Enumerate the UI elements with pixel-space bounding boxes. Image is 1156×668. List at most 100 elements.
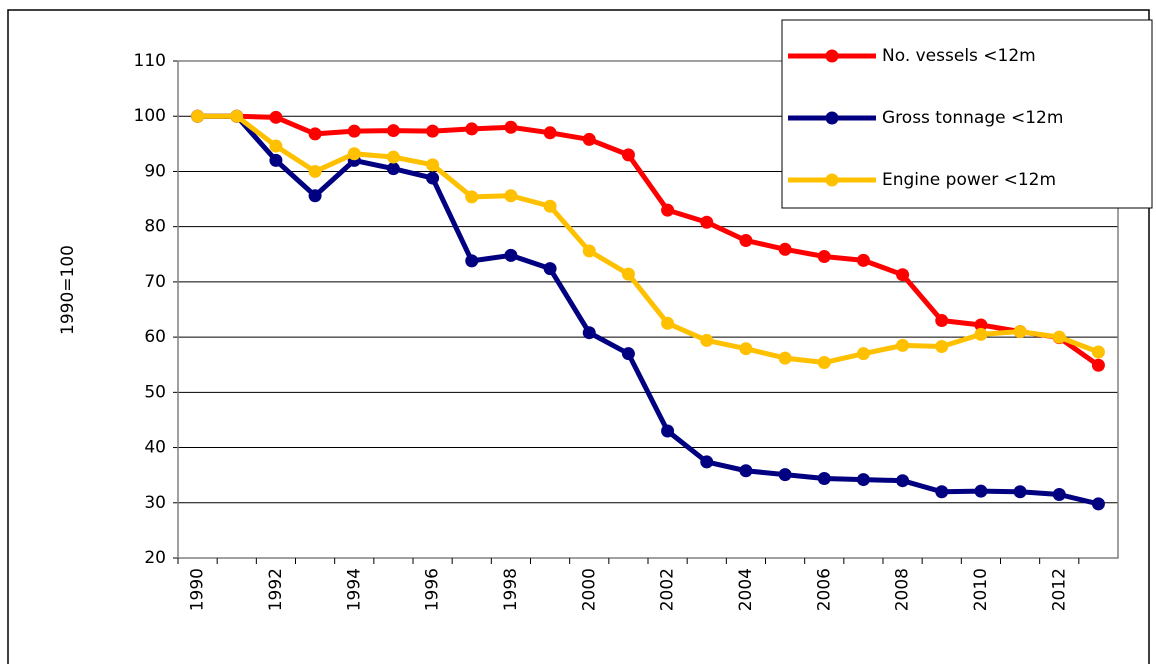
- data-point: [856, 253, 870, 267]
- legend-label: Gross tonnage <12m: [882, 108, 1063, 128]
- data-point: [465, 254, 479, 268]
- data-point: [308, 164, 322, 178]
- data-point: [935, 339, 949, 353]
- data-point: [1013, 325, 1027, 339]
- x-tick-label: 1992: [266, 568, 286, 611]
- data-point: [426, 124, 440, 138]
- y-tick-label: 50: [144, 382, 166, 402]
- data-point: [856, 473, 870, 487]
- data-point: [543, 126, 557, 140]
- data-point: [661, 203, 675, 217]
- y-axis-label: 1990=100: [58, 245, 78, 335]
- data-point: [582, 244, 596, 258]
- x-tick-label: 2004: [736, 568, 756, 611]
- y-tick-label: 40: [144, 438, 166, 458]
- data-point: [817, 471, 831, 485]
- data-point: [935, 485, 949, 499]
- data-point: [504, 189, 518, 203]
- data-point: [856, 347, 870, 361]
- data-point: [935, 314, 949, 328]
- data-point: [739, 233, 753, 247]
- data-point: [621, 347, 635, 361]
- data-point: [621, 267, 635, 281]
- y-tick-label: 110: [134, 51, 166, 71]
- data-point: [269, 110, 283, 124]
- x-tick-label: 1996: [423, 568, 443, 611]
- data-point: [778, 351, 792, 365]
- series-line: [197, 113, 1100, 368]
- data-point: [700, 215, 714, 229]
- data-point: [896, 338, 910, 352]
- x-tick-label: 2002: [658, 568, 678, 611]
- data-point: [974, 318, 988, 332]
- x-tick-label: 2006: [814, 568, 834, 611]
- x-tick-label: 2000: [579, 568, 599, 611]
- data-point: [230, 109, 244, 123]
- y-tick-label: 80: [144, 217, 166, 237]
- data-point: [896, 268, 910, 282]
- data-point: [347, 124, 361, 138]
- y-tick-label: 90: [144, 161, 166, 181]
- data-point: [386, 162, 400, 176]
- data-point: [1052, 330, 1066, 344]
- data-point: [1013, 485, 1027, 499]
- x-tick-label: 1998: [501, 568, 521, 611]
- legend-label: No. vessels <12m: [882, 46, 1036, 66]
- y-tick-label: 70: [144, 272, 166, 292]
- data-point: [700, 455, 714, 469]
- y-tick-label: 60: [144, 327, 166, 347]
- data-point: [739, 342, 753, 356]
- data-point: [386, 150, 400, 164]
- data-point: [896, 474, 910, 488]
- data-point: [778, 468, 792, 482]
- data-point: [308, 127, 322, 141]
- data-point: [269, 139, 283, 153]
- data-point: [543, 199, 557, 213]
- x-tick-label: 1990: [188, 568, 208, 611]
- data-point: [1091, 358, 1105, 372]
- y-tick-label: 100: [134, 106, 166, 126]
- data-point: [739, 464, 753, 478]
- data-point: [426, 158, 440, 172]
- data-point: [191, 109, 205, 123]
- y-tick-label: 30: [144, 493, 166, 513]
- data-point: [543, 262, 557, 276]
- x-tick-label: 1994: [344, 568, 364, 611]
- data-point: [817, 249, 831, 263]
- data-point: [426, 171, 440, 185]
- data-point: [465, 122, 479, 136]
- data-point: [700, 333, 714, 347]
- data-point: [582, 132, 596, 146]
- data-point: [661, 316, 675, 330]
- legend-label: Engine power <12m: [882, 170, 1056, 190]
- frame: [7, 9, 1150, 668]
- data-point: [308, 189, 322, 203]
- data-point: [1091, 345, 1105, 359]
- data-point: [661, 424, 675, 438]
- series-line: [197, 113, 1100, 366]
- data-point: [504, 248, 518, 262]
- data-point: [1052, 487, 1066, 501]
- legend: [781, 19, 1153, 209]
- data-point: [817, 356, 831, 370]
- data-point: [347, 147, 361, 161]
- data-point: [386, 124, 400, 138]
- x-tick-label: 2008: [893, 568, 913, 611]
- series-line: [197, 113, 1100, 507]
- y-tick-label: 20: [144, 548, 166, 568]
- data-point: [504, 120, 518, 134]
- data-point: [621, 148, 635, 162]
- data-point: [582, 326, 596, 340]
- data-point: [465, 190, 479, 204]
- x-tick-label: 2012: [1049, 568, 1069, 611]
- data-point: [269, 153, 283, 167]
- legend-marker: [825, 49, 839, 63]
- legend-marker: [825, 111, 839, 125]
- data-point: [778, 242, 792, 256]
- x-tick-label: 2010: [971, 568, 991, 611]
- data-point: [974, 484, 988, 498]
- data-point: [1091, 497, 1105, 511]
- data-point: [974, 327, 988, 341]
- legend-marker: [825, 173, 839, 187]
